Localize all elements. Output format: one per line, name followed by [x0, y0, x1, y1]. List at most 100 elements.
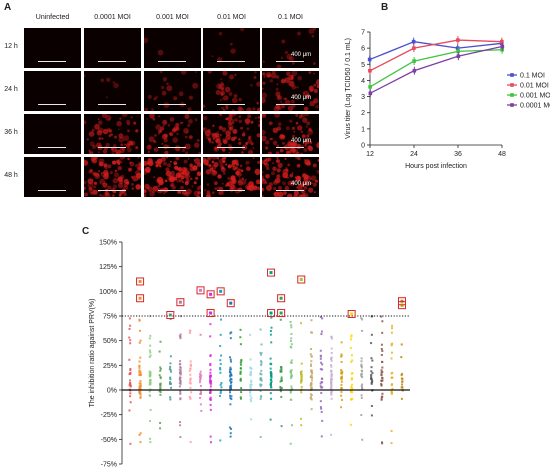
scatter-point [370, 375, 373, 378]
scatter-point [239, 372, 242, 375]
scatter-point [139, 372, 142, 375]
scatter-point [139, 432, 142, 435]
data-point [456, 54, 461, 59]
scatter-point [390, 391, 393, 394]
scatter-point [319, 368, 322, 371]
scatter-point [169, 318, 172, 321]
scatter-point [209, 362, 212, 365]
scatter-point [340, 380, 343, 383]
scatter-point [400, 374, 403, 377]
microscopy-tile [144, 71, 201, 111]
scatter-point [330, 391, 333, 394]
scatter-point [279, 390, 282, 393]
scatter-point [210, 382, 213, 385]
data-point [412, 59, 416, 63]
scale-bar [217, 61, 245, 62]
scatter-point [309, 397, 312, 400]
scatter-point [321, 419, 324, 422]
virus-titer-chart: 0 1 2 3 4 5 6 7 12 24 36 48 Hours post infection Viru… [334, 0, 550, 205]
scatter-point [139, 396, 142, 399]
scatter-point [149, 354, 152, 357]
scatter-point [310, 348, 313, 351]
scatter-point [300, 373, 303, 376]
scatter-point [129, 401, 132, 404]
scatter-point [260, 343, 263, 346]
scatter-point [380, 395, 383, 398]
panel-b-label: B [381, 2, 389, 13]
column-header: Uninfected [35, 14, 70, 21]
scatter-point [390, 351, 393, 354]
scatter-point [149, 382, 152, 385]
scatter-point [330, 364, 333, 367]
scatter-point [370, 342, 373, 345]
scatter-point [370, 381, 373, 384]
scatter-point [290, 359, 293, 362]
scale-bar [98, 61, 126, 62]
scatter-point [250, 396, 253, 399]
scatter-point [351, 391, 354, 394]
scatter-point [350, 386, 353, 389]
scatter-point [128, 373, 131, 376]
scatter-point [319, 382, 322, 385]
row-label: 12 h [4, 43, 18, 50]
scatter-point [229, 366, 232, 369]
scatter-point [149, 441, 152, 444]
scatter-point [179, 336, 182, 339]
scatter-point [249, 358, 252, 361]
hit-box [297, 275, 306, 284]
scatter-point [279, 387, 282, 390]
scatter-point [370, 374, 373, 377]
scatter-point [149, 334, 152, 337]
data-point [412, 46, 416, 50]
scatter-point [360, 374, 363, 377]
scatter-point [351, 383, 354, 386]
scale-label: 400 μm [291, 52, 312, 58]
scatter-point [330, 359, 333, 362]
scatter-point [139, 370, 142, 373]
microscopy-grid: Uninfected 0.0001 MOI 0.001 MOI 0.01 MOI 0.1… [0, 0, 330, 205]
scatter-point [149, 381, 152, 384]
scatter-point [380, 398, 383, 401]
scale-bar [158, 147, 186, 148]
scatter-point [199, 333, 202, 336]
scatter-point [390, 331, 393, 334]
scatter-point [159, 383, 162, 386]
scatter-point [209, 364, 212, 367]
scatter-point [189, 364, 192, 367]
scatter-point [159, 367, 162, 370]
scatter-point [401, 377, 404, 380]
scatter-point [159, 386, 162, 389]
scatter-point [319, 385, 322, 388]
scatter-point [269, 382, 272, 385]
scatter-point [138, 341, 141, 344]
scatter-point [209, 376, 212, 379]
scatter-point [198, 381, 201, 384]
scale-bar [217, 190, 245, 191]
scatter-point [169, 362, 172, 365]
scatter-point [380, 347, 383, 350]
scatter-point [260, 362, 263, 365]
hit-box [206, 290, 215, 299]
scatter-point [179, 366, 182, 369]
scatter-point [190, 391, 193, 394]
scatter-point [270, 363, 273, 366]
scatter-point [209, 408, 212, 411]
scatter-point [259, 398, 262, 401]
scatter-point [380, 371, 383, 374]
scatter-point [300, 380, 303, 383]
scatter-point [159, 340, 162, 343]
scatter-point [320, 361, 323, 364]
scatter-point [129, 339, 132, 342]
scatter-point [341, 398, 344, 401]
scatter-point [129, 385, 132, 388]
y-tick-label: 5 [361, 62, 365, 69]
y-tick-label: -50% [101, 437, 117, 444]
scatter-point [270, 341, 273, 344]
scatter-point [129, 392, 132, 395]
scale-bar [98, 104, 126, 105]
scatter-point [139, 395, 142, 398]
microscopy-tile [203, 71, 260, 111]
scatter-point [330, 383, 333, 386]
scatter-point [310, 382, 313, 385]
scatter-point [319, 315, 322, 318]
